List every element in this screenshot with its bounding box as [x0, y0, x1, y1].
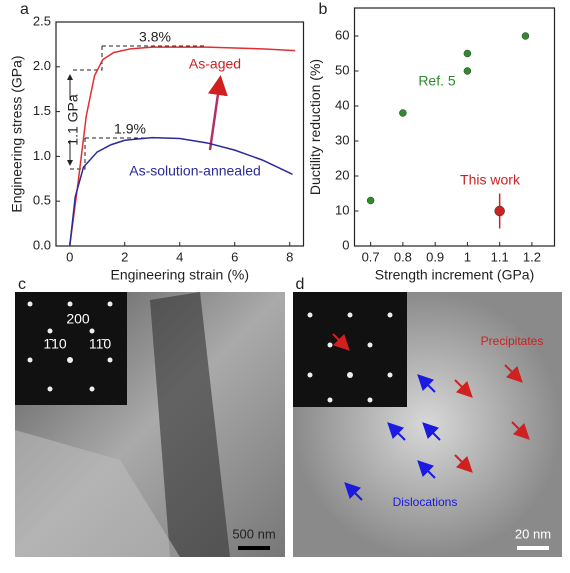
- annotation: Ref. 5: [418, 73, 456, 89]
- x-tick-label: 0.9: [426, 249, 444, 264]
- plot-frame: [353, 7, 556, 247]
- x-tick-label: 2: [121, 249, 128, 264]
- diffraction-label: 200: [66, 311, 90, 327]
- diffraction-label: 11̄0: [89, 336, 112, 352]
- spots: [27, 301, 113, 392]
- curve: [69, 46, 296, 247]
- x-tick-label: 8: [286, 249, 293, 264]
- y-tick-label: 2.0: [33, 58, 51, 73]
- annotation: This work: [460, 172, 521, 188]
- annotation: 1.9%: [114, 121, 146, 137]
- x-axis-label: Strength increment (GPa): [375, 267, 535, 283]
- y-axis-label: Engineering stress (GPa): [9, 55, 25, 212]
- diffraction-label: 1̄10: [43, 336, 67, 352]
- annotation: Precipitates: [481, 334, 544, 348]
- x-tick-label: 1: [464, 249, 471, 264]
- y-tick-label: 40: [335, 97, 349, 112]
- annotation: Dislocations: [393, 495, 458, 509]
- y-tick-label: 0.0: [33, 237, 51, 252]
- plot-frame: [55, 21, 305, 247]
- inset: [293, 292, 407, 407]
- y-tick-label: 50: [335, 62, 349, 77]
- y-tick-label: 1.0: [33, 148, 51, 163]
- panel-label: b: [319, 1, 328, 18]
- panel-label: c: [18, 276, 26, 293]
- scale-label: 20 nm: [515, 526, 551, 541]
- x-tick-label: 1.1: [491, 249, 509, 264]
- x-axis-label: Engineering strain (%): [110, 267, 249, 283]
- annotation: As-aged: [189, 56, 241, 72]
- inset: [15, 292, 127, 405]
- y-tick-label: 2.5: [33, 13, 51, 28]
- scale-bar: [517, 546, 549, 550]
- y-tick-label: 10: [335, 202, 349, 217]
- panel-label: d: [296, 276, 305, 293]
- point: [463, 67, 472, 75]
- y-tick-label: 60: [335, 27, 349, 42]
- annotation: 1.1 GPa: [65, 94, 81, 146]
- arrow: [207, 75, 228, 151]
- y-tick-label: 30: [335, 132, 349, 147]
- y-tick-label: 20: [335, 167, 349, 182]
- x-tick-label: 0.7: [362, 249, 380, 264]
- y-tick-label: 1.5: [33, 103, 51, 118]
- scale-bar: [238, 546, 270, 550]
- x-tick-label: 0: [66, 249, 73, 264]
- x-tick-label: 6: [231, 249, 238, 264]
- point: [494, 205, 505, 217]
- scale-label: 500 nm: [232, 526, 275, 541]
- grain: [15, 430, 180, 557]
- point: [521, 32, 530, 40]
- y-tick-label: 0.5: [33, 193, 51, 208]
- curve: [69, 136, 293, 247]
- panel-label: a: [20, 1, 29, 18]
- point: [463, 49, 472, 58]
- x-tick-label: 0.8: [394, 249, 412, 264]
- point: [366, 196, 375, 205]
- guide: [70, 45, 205, 170]
- x-tick-label: 1.2: [523, 249, 541, 264]
- x-tick-label: 4: [176, 249, 183, 264]
- y-tick-label: 0: [342, 237, 349, 252]
- spots: [307, 312, 393, 403]
- annotation: 3.8%: [139, 29, 171, 45]
- grain: [150, 292, 230, 557]
- arrows: [332, 333, 530, 501]
- y-axis-label: Ductility reduction (%): [307, 59, 323, 195]
- annotation: As-solution-annealed: [129, 163, 261, 179]
- point: [399, 109, 407, 117]
